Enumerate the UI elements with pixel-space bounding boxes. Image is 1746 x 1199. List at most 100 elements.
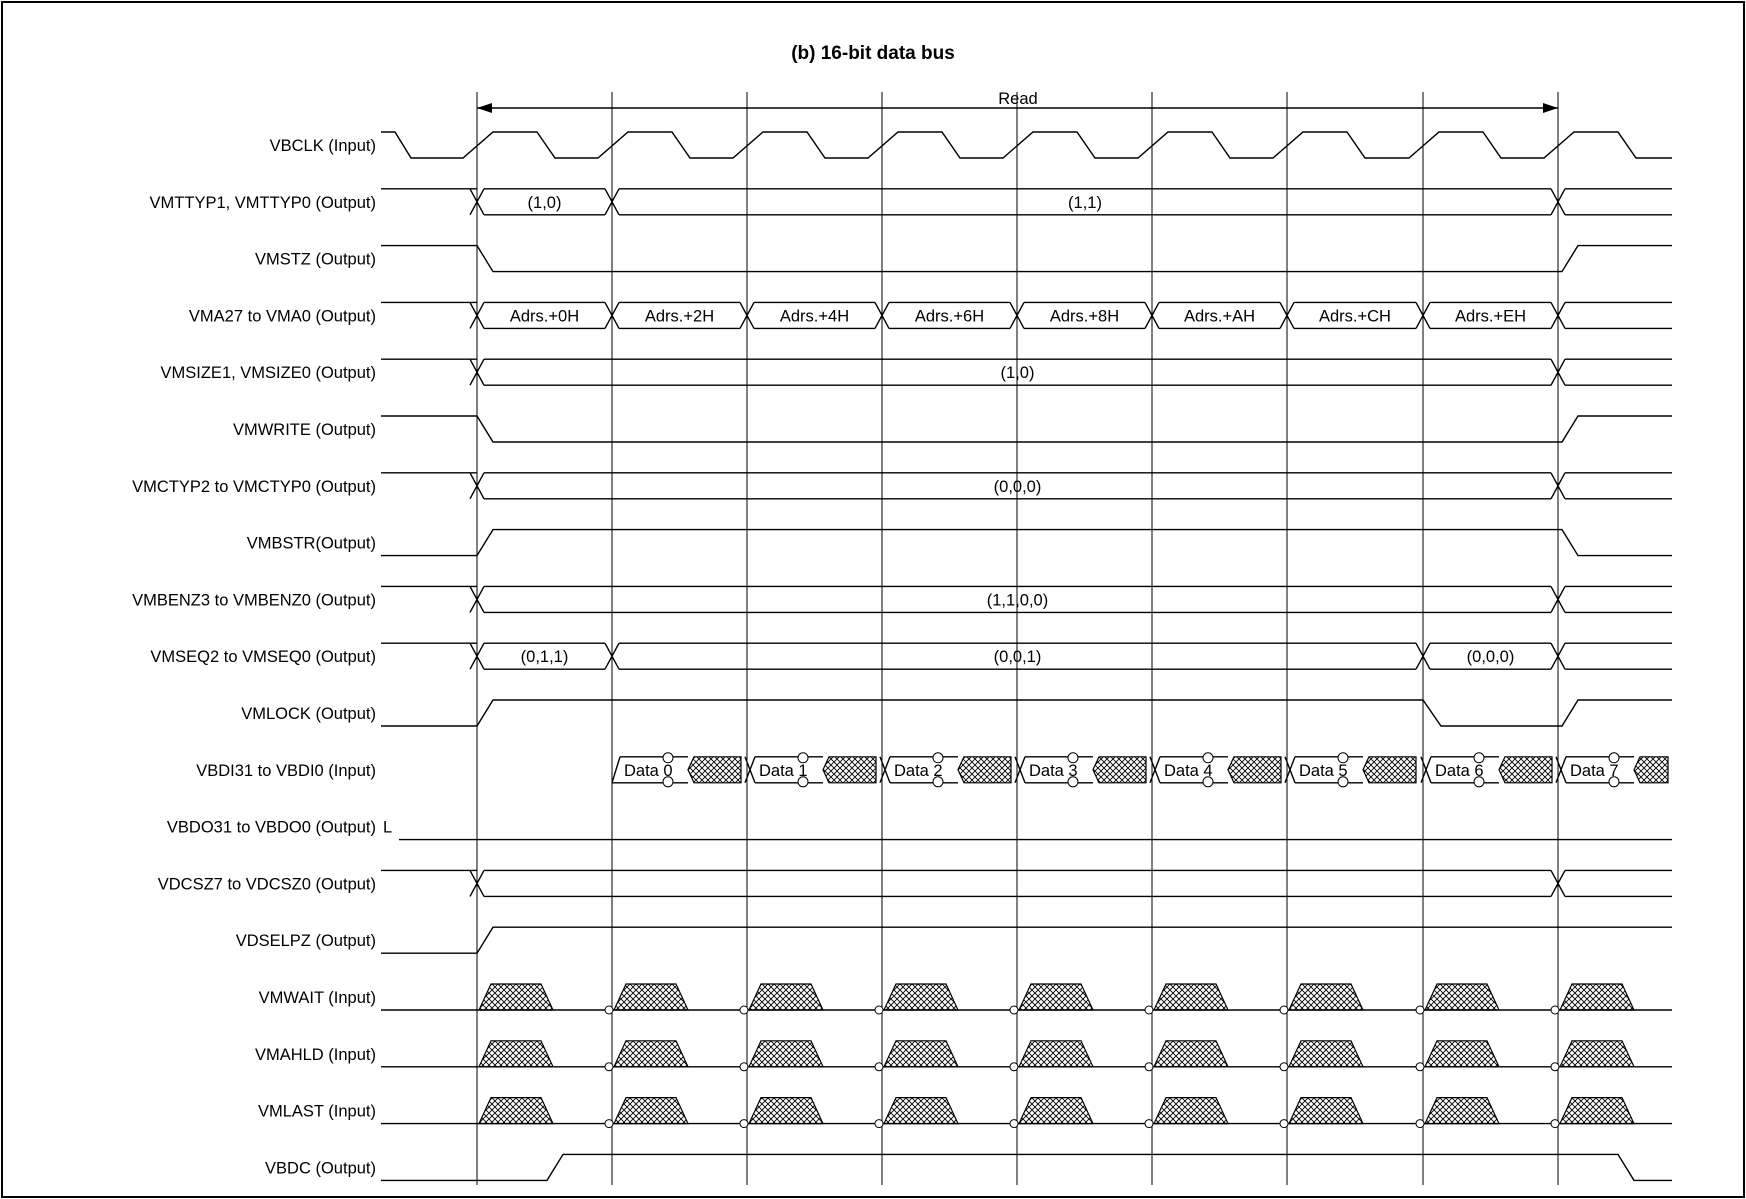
sample-window-hatch	[1424, 983, 1500, 1011]
signal-label: VMSEQ2 to VMSEQ0 (Output)	[150, 648, 376, 666]
sample-window-hatch	[1288, 1040, 1364, 1068]
bus-value-label: Adrs.+CH	[1319, 307, 1391, 325]
signal-label: VBDC (Output)	[265, 1159, 376, 1177]
sample-point-marker	[1473, 752, 1485, 764]
signal-row: VMWAIT (Input)	[259, 983, 1672, 1015]
sample-window-hatch	[1424, 1096, 1500, 1125]
data-invalid-hatch	[1227, 756, 1282, 784]
data-invalid-hatch	[687, 756, 742, 784]
sample-point-marker	[1202, 752, 1214, 764]
sample-point-marker	[1202, 776, 1214, 788]
signal-label: VMAHLD (Input)	[255, 1046, 376, 1064]
signal-label: VBDO31 to VBDO0 (Output)	[167, 819, 376, 837]
signal-row: VMBENZ3 to VMBENZ0 (Output) (1,1,0,0)	[132, 585, 1672, 614]
sample-point-marker	[1067, 752, 1079, 764]
sample-window-hatch	[613, 1096, 689, 1125]
signal-label: VMSTZ (Output)	[255, 251, 376, 269]
sample-point-marker	[662, 776, 674, 788]
signal-label: VMBENZ3 to VMBENZ0 (Output)	[132, 591, 376, 609]
data-value-label: Data 7	[1570, 762, 1619, 780]
data-invalid-hatch	[1633, 756, 1669, 784]
signal-label: VMCTYP2 to VMCTYP0 (Output)	[132, 478, 376, 496]
sample-window-hatch	[613, 1040, 689, 1068]
sample-window-hatch	[1288, 1096, 1364, 1125]
signal-row: VMBSTR(Output)	[247, 528, 1672, 557]
signal-row: VMSEQ2 to VMSEQ0 (Output) (0,1,1) (0,0,1) (…	[150, 642, 1672, 670]
sample-window-hatch	[1153, 983, 1229, 1011]
sample-window-hatch	[748, 1040, 824, 1068]
bus-value-label: (0,0,0)	[994, 478, 1042, 496]
sample-point-marker	[1550, 1005, 1560, 1015]
sample-point-marker	[604, 1005, 614, 1015]
sample-window-hatch	[1153, 1040, 1229, 1068]
signal-label: VBDI31 to VBDI0 (Input)	[196, 762, 376, 780]
data-value-label: Data 3	[1029, 762, 1078, 780]
sample-point-marker	[1009, 1062, 1019, 1072]
bus-value-label: (1,1)	[1068, 194, 1102, 212]
sample-point-marker	[1473, 776, 1485, 788]
sample-point-marker	[1144, 1062, 1154, 1072]
sample-point-marker	[604, 1119, 614, 1129]
signal-row: VMCTYP2 to VMCTYP0 (Output) (0,0,0)	[132, 472, 1672, 500]
signal-row: VDCSZ7 to VDCSZ0 (Output)	[158, 869, 1672, 898]
data-invalid-hatch	[1092, 756, 1147, 784]
data-invalid-hatch	[1498, 756, 1553, 784]
sample-point-marker	[797, 752, 809, 764]
signal-label: VMLAST (Input)	[258, 1103, 376, 1121]
data-invalid-hatch	[822, 756, 877, 784]
sample-point-marker	[1279, 1062, 1289, 1072]
sample-window-hatch	[1018, 1096, 1094, 1125]
data-value-label: Data 0	[624, 762, 673, 780]
sample-point-marker	[1144, 1119, 1154, 1129]
sample-window-hatch	[1018, 983, 1094, 1011]
sample-point-marker	[874, 1062, 884, 1072]
signal-label: VDSELPZ (Output)	[236, 932, 376, 950]
signal-label: VBCLK (Input)	[270, 137, 376, 155]
sample-window-hatch	[1153, 1096, 1229, 1125]
sample-point-marker	[1009, 1119, 1019, 1129]
sample-window-hatch	[1559, 983, 1635, 1011]
signal-row: VMTTYP1, VMTTYP0 (Output) (1,0) (1,1)	[150, 188, 1672, 216]
sample-window-hatch	[1559, 1040, 1635, 1068]
bus-value-label: Adrs.+AH	[1184, 307, 1255, 325]
signal-row: VDSELPZ (Output)	[236, 926, 1672, 954]
data-invalid-hatch	[957, 756, 1012, 784]
signal-row: VBDO31 to VBDO0 (Output) L	[167, 819, 1672, 841]
signal-row: VMA27 to VMA0 (Output) Adrs.+0H Adrs.+2H Ad…	[189, 301, 1672, 330]
bus-value-label: (0,0,1)	[994, 648, 1042, 666]
signal-label: VMBSTR(Output)	[247, 535, 376, 553]
data-value-label: Data 1	[759, 762, 808, 780]
data-value-label: Data 2	[894, 762, 943, 780]
sample-window-hatch	[613, 983, 689, 1011]
sample-point-marker	[1415, 1062, 1425, 1072]
sample-point-marker	[739, 1119, 749, 1129]
sample-point-marker	[1067, 776, 1079, 788]
sample-point-marker	[932, 776, 944, 788]
signal-label: VMTTYP1, VMTTYP0 (Output)	[150, 194, 376, 212]
sample-window-hatch	[883, 1040, 959, 1068]
bus-value-label: (0,1,1)	[521, 648, 569, 666]
sample-point-marker	[1550, 1062, 1560, 1072]
sample-window-hatch	[748, 983, 824, 1011]
signal-row: VBCLK (Input)	[270, 131, 1672, 159]
bus-value-label: Adrs.+EH	[1455, 307, 1526, 325]
sample-window-hatch	[478, 1096, 554, 1125]
bus-value-label: (1,0)	[1001, 364, 1035, 382]
bus-value-label: (1,1,0,0)	[987, 591, 1048, 609]
sample-window-hatch	[478, 1040, 554, 1068]
sample-point-marker	[1608, 776, 1620, 788]
sample-window-hatch	[478, 983, 554, 1011]
bus-value-label: Adrs.+2H	[645, 307, 714, 325]
sample-point-marker	[1415, 1119, 1425, 1129]
sample-window-hatch	[883, 983, 959, 1011]
bus-value-label: Adrs.+8H	[1050, 307, 1119, 325]
sample-point-marker	[1279, 1119, 1289, 1129]
signal-label: VMSIZE1, VMSIZE0 (Output)	[161, 364, 376, 382]
sample-point-marker	[1009, 1005, 1019, 1015]
signal-label: VMWRITE (Output)	[233, 421, 376, 439]
sample-point-marker	[662, 752, 674, 764]
bus-value-label: (1,0)	[528, 194, 562, 212]
bus-value-label: Adrs.+0H	[510, 307, 579, 325]
sample-window-hatch	[883, 1096, 959, 1125]
signal-rows: VBCLK (Input) VMTTYP1, VMTTYP0 (Output) (1…	[132, 131, 1672, 1182]
